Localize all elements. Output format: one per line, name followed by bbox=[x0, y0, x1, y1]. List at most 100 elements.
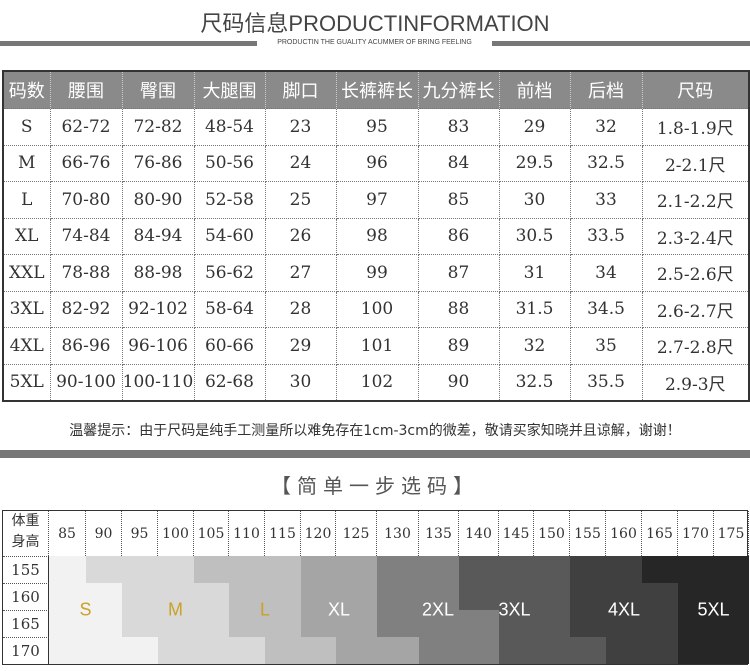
column-header: 臀围 bbox=[122, 71, 195, 109]
size-cell-2xl bbox=[459, 637, 499, 664]
table-cell: 78-88 bbox=[49, 254, 123, 292]
table-cell: 29 bbox=[498, 108, 571, 146]
size-cell-2xl bbox=[459, 610, 499, 637]
size-cell-m bbox=[122, 556, 158, 583]
weight-header: 135 bbox=[419, 511, 459, 556]
weight-header: 125 bbox=[336, 511, 377, 556]
table-cell: 90-100 bbox=[49, 363, 123, 402]
size-cell-xl bbox=[336, 556, 377, 583]
table-cell: 72-82 bbox=[121, 108, 195, 146]
table-cell: 92-102 bbox=[121, 290, 195, 328]
table-cell: 33.5 bbox=[569, 217, 643, 255]
table-cell: 84 bbox=[417, 144, 500, 182]
table-cell: XXL bbox=[2, 254, 51, 292]
weight-header: 120 bbox=[301, 511, 336, 556]
size-cell-m bbox=[122, 583, 158, 610]
table-cell: 100-110 bbox=[121, 363, 195, 402]
table-cell: 56-62 bbox=[193, 254, 266, 292]
size-cell-3xl bbox=[534, 637, 570, 664]
table-cell: 1.8-1.9尺 bbox=[641, 108, 750, 146]
table-cell: 60-66 bbox=[193, 327, 266, 365]
weight-axis-label: 体重 bbox=[11, 513, 40, 529]
table-row: S 62-72 72-82 48-54 23 95 83 29 32 1.8-1.9尺 bbox=[2, 108, 750, 146]
size-label: 4XL bbox=[607, 599, 641, 620]
size-cell-4xl bbox=[642, 610, 678, 637]
table-row: XXL 78-88 88-98 56-62 27 99 87 31 34 2.5-2.6尺 bbox=[2, 254, 750, 292]
table-cell: 2.6-2.7尺 bbox=[641, 290, 750, 328]
size-cell-2xl bbox=[377, 556, 419, 583]
table-cell: 23 bbox=[264, 108, 337, 146]
table-cell: 87 bbox=[417, 254, 500, 292]
table-cell: 29 bbox=[264, 327, 337, 365]
size-cell-3xl bbox=[499, 610, 534, 637]
table-cell: 24 bbox=[264, 144, 337, 182]
height-header: 170 bbox=[3, 637, 49, 664]
table-cell: 31 bbox=[498, 254, 571, 292]
size-cell-xl bbox=[336, 583, 377, 610]
height-header: 160 bbox=[3, 583, 49, 610]
size-cell-4xl bbox=[570, 556, 606, 583]
table-cell: 62-68 bbox=[193, 363, 266, 402]
table-cell: 35.5 bbox=[569, 363, 643, 402]
table-cell: 35 bbox=[569, 327, 643, 365]
table-cell: 26 bbox=[264, 217, 337, 255]
size-cell-xl bbox=[336, 637, 377, 664]
table-cell: 2.9-3尺 bbox=[641, 363, 750, 402]
size-cell-xl bbox=[336, 610, 377, 637]
table-cell: 76-86 bbox=[121, 144, 195, 182]
size-cell-3xl bbox=[534, 556, 570, 583]
size-cell-s bbox=[49, 583, 86, 610]
table-cell: S bbox=[2, 108, 51, 146]
table-cell: 88-98 bbox=[121, 254, 195, 292]
table-cell: 85 bbox=[417, 181, 500, 219]
table-cell: 99 bbox=[335, 254, 419, 292]
size-cell-4xl bbox=[606, 556, 642, 583]
size-label: XL bbox=[327, 599, 351, 620]
table-cell: 2.5-2.6尺 bbox=[641, 254, 750, 292]
table-cell: 96 bbox=[335, 144, 419, 182]
table-cell: 89 bbox=[417, 327, 500, 365]
size-cell-5xl bbox=[678, 637, 714, 664]
table-cell: 2.3-2.4尺 bbox=[641, 217, 750, 255]
table-cell: 27 bbox=[264, 254, 337, 292]
weight-header: 85 bbox=[49, 511, 86, 556]
size-cell-2xl bbox=[419, 610, 459, 637]
table-cell: 33 bbox=[569, 181, 643, 219]
size-label: M bbox=[168, 599, 183, 620]
size-cell-s bbox=[86, 583, 122, 610]
table-cell: 86-96 bbox=[49, 327, 123, 365]
table-cell: 28 bbox=[264, 290, 337, 328]
weight-header: 175 bbox=[714, 511, 749, 556]
size-cell-s bbox=[49, 637, 86, 664]
divider-left bbox=[0, 41, 257, 46]
column-header: 大腿围 bbox=[194, 71, 266, 109]
size-cell-5xl bbox=[714, 610, 749, 637]
size-cell-s bbox=[122, 637, 158, 664]
size-cell-l bbox=[265, 556, 301, 583]
size-cell-4xl bbox=[606, 637, 642, 664]
column-header: 脚口 bbox=[265, 71, 337, 109]
weight-header: 165 bbox=[642, 511, 678, 556]
table-cell: 3XL bbox=[2, 290, 51, 328]
table-row: L 70-80 80-90 52-58 25 97 85 30 33 2.1-2.2尺 bbox=[2, 181, 750, 219]
table-cell: 101 bbox=[335, 327, 419, 365]
size-cell-5xl bbox=[642, 556, 678, 583]
weight-header: 160 bbox=[606, 511, 642, 556]
measurement-note: 温馨提示：由于尺码是纯手工测量所以难免存在1cm-3cm的微差，敬请买家知晓并且… bbox=[69, 423, 681, 439]
size-cell-3xl bbox=[534, 610, 570, 637]
table-cell: 70-80 bbox=[49, 181, 123, 219]
size-cell-m bbox=[86, 556, 122, 583]
table-cell: 83 bbox=[417, 108, 500, 146]
size-cell-2xl bbox=[377, 583, 419, 610]
weight-header: 100 bbox=[158, 511, 194, 556]
size-cell-s bbox=[49, 556, 86, 583]
weight-header: 110 bbox=[229, 511, 265, 556]
table-cell: 86 bbox=[417, 217, 500, 255]
size-cell-2xl bbox=[377, 610, 419, 637]
weight-header: 115 bbox=[265, 511, 301, 556]
table-row: XL 74-84 84-94 54-60 26 98 86 30.5 33.5 2.3-2.4尺 bbox=[2, 217, 750, 255]
page-title: 尺码信息PRODUCTINFORMATION bbox=[200, 11, 550, 36]
weight-header: 150 bbox=[534, 511, 570, 556]
size-cell-4xl bbox=[570, 583, 606, 610]
